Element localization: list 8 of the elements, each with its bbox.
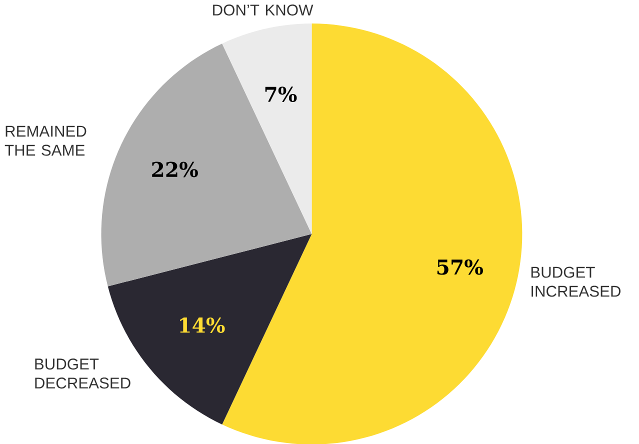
data-label: 57%	[437, 259, 483, 275]
slice-label: DON’T KNOW	[213, 4, 314, 16]
data-label: 7%	[265, 86, 297, 102]
data-label: 22%	[152, 162, 198, 177]
slice-label: BUDGET DECREASED	[35, 358, 130, 388]
slice-label: REMAINED THE SAME	[4, 126, 86, 156]
slice-label: BUDGET INCREASED	[531, 266, 621, 297]
data-label: 14%	[180, 317, 225, 333]
